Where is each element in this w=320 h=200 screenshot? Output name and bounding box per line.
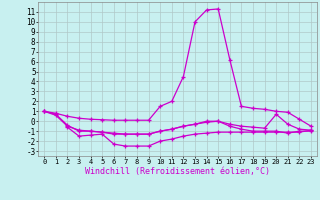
- X-axis label: Windchill (Refroidissement éolien,°C): Windchill (Refroidissement éolien,°C): [85, 167, 270, 176]
